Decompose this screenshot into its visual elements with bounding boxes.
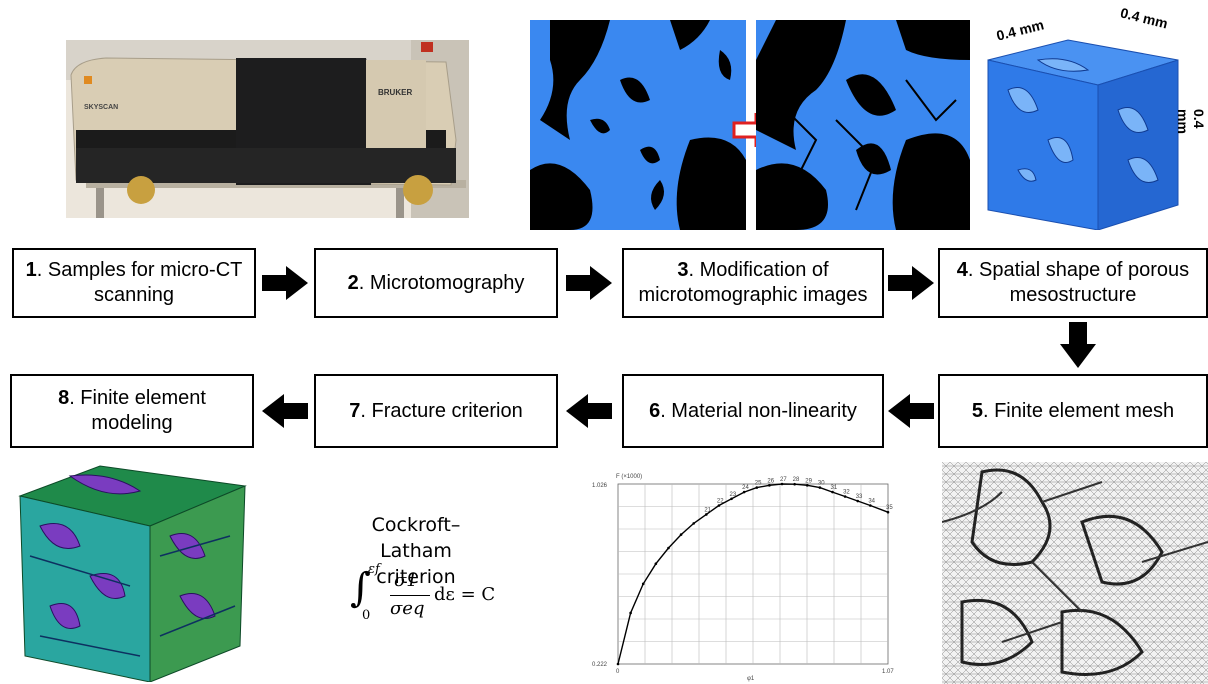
data-label: 34 (868, 498, 875, 504)
data-point (705, 513, 708, 516)
scanner-model-label: SKYSCAN (84, 104, 119, 111)
step-1-box: 1. Samples for micro-CT scanning (12, 248, 256, 318)
data-point (755, 486, 759, 489)
step-6-label: . Material non-linearity (660, 399, 857, 422)
step-3-number: 3 (677, 259, 689, 281)
y-axis-title: F (×1000) (616, 474, 642, 480)
step-5-box: 5. Finite element mesh (938, 374, 1208, 448)
data-label: 33 (856, 494, 863, 500)
data-label: 32 (843, 490, 850, 496)
data-label: 29 (805, 478, 812, 484)
data-point (856, 499, 860, 503)
step-3-label: . Modification of microtomographic image… (638, 259, 868, 306)
step-2-number: 2 (347, 271, 359, 294)
step-2-box: 2. Microtomography (314, 248, 558, 318)
arrow-right-icon (262, 266, 308, 300)
data-label: 21 (704, 507, 711, 513)
porous-cube-3d (978, 30, 1188, 230)
arrow-left-icon (566, 394, 612, 428)
step-8-number: 8 (58, 387, 70, 409)
step-7-box: 7. Fracture criterion (314, 374, 558, 448)
data-point (831, 490, 834, 494)
arrow-down-icon (1060, 322, 1096, 368)
arrow-left-icon (262, 394, 308, 428)
data-point (805, 484, 809, 487)
data-point (869, 504, 872, 507)
formula-tail: dε = C (434, 584, 496, 605)
step-7-label: . Fracture criterion (360, 399, 523, 422)
step-5-label: . Finite element mesh (982, 399, 1175, 422)
integral-sign: ∫ (350, 565, 371, 611)
arrow-right-icon (888, 266, 934, 300)
step-8-box: 8. Finite element modeling (10, 374, 254, 448)
data-label: 30 (818, 481, 825, 487)
cube-dim-b: 0.4 mm (1118, 4, 1170, 32)
scanner-brand-label: BRUKER (378, 88, 413, 97)
data-point (843, 495, 847, 498)
pore-image-original (530, 20, 746, 230)
data-label: 28 (793, 477, 800, 483)
integral-upper-limit: εf (368, 562, 380, 577)
data-point (730, 497, 733, 501)
data-point (679, 533, 683, 536)
cube-dim-c: 0.4 mm (1175, 109, 1207, 134)
step-4-box: 4. Spatial shape of porous mesostructure (938, 248, 1208, 318)
arrow-left-icon (888, 394, 934, 428)
step-3-box: 3. Modification of microtomographic imag… (622, 248, 884, 318)
criterion-title: Cockroft–Latham criterion (336, 512, 496, 590)
data-point (629, 611, 632, 615)
integral-lower-limit: 0 (362, 608, 371, 623)
data-point (717, 504, 721, 507)
step-1-number: 1 (25, 259, 37, 281)
x-axis-title: φ1 (747, 676, 755, 682)
step-8-label: . Finite element modeling (69, 387, 206, 434)
flow-curve-chart: 21 22 23 24 25 26 27 28 29 30 31 32 33 34 35 F (×1000) 1… (588, 462, 908, 682)
pore-image-modified (756, 20, 970, 230)
fraction-numerator: σ1 (394, 570, 418, 591)
criterion-title-line1: Cockroft–Latham (371, 514, 461, 562)
data-label: 27 (780, 477, 787, 483)
data-label: 25 (755, 481, 762, 487)
data-point (780, 482, 784, 486)
flow-curve-svg: 21 22 23 24 25 26 27 28 29 30 31 32 33 34 35 F (×1000) 1… (592, 474, 894, 682)
data-label: 31 (830, 485, 837, 491)
data-label: 23 (730, 492, 737, 498)
data-label: 35 (886, 505, 893, 511)
data-point (692, 522, 696, 525)
arrow-right-icon (566, 266, 612, 300)
fe-mesh-image (942, 462, 1208, 684)
y-tick-label: 1.026 (592, 483, 608, 489)
y-tick-label: 0.222 (592, 662, 608, 668)
data-point (886, 510, 890, 514)
data-series-line (617, 483, 889, 665)
step-6-box: 6. Material non-linearity (622, 374, 884, 448)
fraction-denominator: σeq (390, 598, 425, 619)
data-point (616, 662, 620, 666)
criterion-title-line2: criterion (376, 566, 456, 588)
x-tick-label: 1.07 (882, 669, 894, 675)
data-label: 24 (742, 485, 749, 491)
step-1-label: . Samples for micro-CT scanning (36, 259, 243, 306)
microct-scanner-photo: SKYSCAN BRUKER (66, 40, 469, 218)
step-4-number: 4 (956, 259, 968, 281)
data-label: 22 (717, 498, 724, 504)
data-label: 26 (767, 478, 774, 484)
data-point (818, 486, 822, 489)
data-point (641, 582, 645, 586)
step-5-number: 5 (971, 399, 983, 422)
data-point (654, 562, 658, 566)
x-tick-label: 0 (616, 669, 620, 675)
fe-model-cube (10, 456, 250, 682)
step-6-number: 6 (649, 399, 661, 422)
criterion-formula: ∫ εf 0 σ1 σeq dε = C (350, 562, 530, 634)
data-point (742, 490, 746, 494)
step-7-number: 7 (349, 399, 361, 422)
step-4-label: . Spatial shape of porous mesostructure (967, 259, 1190, 306)
data-point (667, 546, 670, 550)
data-point (793, 482, 796, 486)
data-point (768, 484, 771, 487)
step-2-label: . Microtomography (358, 271, 525, 294)
fraction-bar (390, 595, 430, 596)
